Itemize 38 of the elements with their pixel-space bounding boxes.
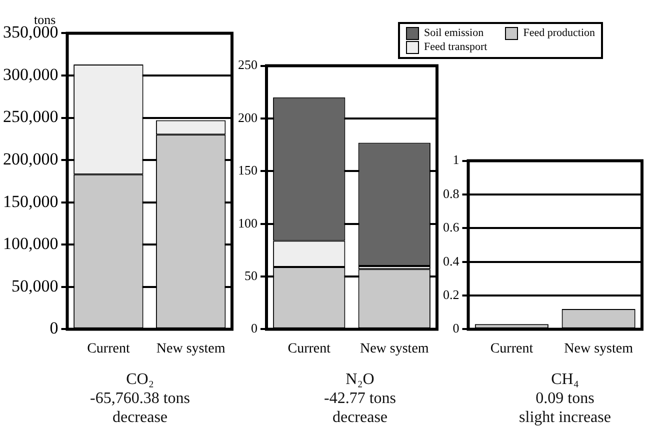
y-axis-title: tons bbox=[34, 12, 56, 27]
text: -42.77 tons bbox=[323, 389, 397, 408]
x-tick-label: Current bbox=[288, 341, 331, 356]
text: decrease bbox=[331, 408, 389, 427]
y-tick-label: 200 bbox=[238, 110, 258, 125]
x-tick-label: New system bbox=[156, 341, 226, 356]
y-tick-label: 1 bbox=[452, 152, 460, 168]
y-tick-label: 250 bbox=[238, 57, 258, 72]
y-tick-label: 150 bbox=[238, 162, 258, 178]
y-tick-label: 200,000 bbox=[3, 150, 58, 169]
x-tick-label: Current bbox=[87, 341, 130, 356]
y-tick-label: 150,000 bbox=[3, 192, 58, 211]
text: 0.09 tons bbox=[534, 389, 596, 408]
y-tick-label: 0.6 bbox=[443, 220, 460, 235]
y-tick-label: 0.4 bbox=[443, 253, 460, 268]
text: N₂O bbox=[344, 370, 376, 389]
text: decrease bbox=[111, 408, 169, 427]
legend-label: Feed transport bbox=[423, 41, 488, 54]
x-tick-label: Current bbox=[490, 341, 534, 356]
text: slight increase bbox=[518, 408, 612, 427]
y-tick-label: 0.2 bbox=[443, 286, 460, 302]
text: CO₂ bbox=[125, 370, 155, 389]
y-tick-label: 300,000 bbox=[3, 64, 58, 84]
y-tick-label: 0 bbox=[50, 318, 58, 338]
x-tick-label: New system bbox=[360, 341, 429, 356]
text: CH₄ bbox=[550, 370, 580, 389]
y-tick-label: 50 bbox=[244, 268, 258, 283]
x-tick-label: New system bbox=[564, 341, 634, 356]
y-tick-label: 0 bbox=[452, 320, 460, 336]
text: -65,760.38 tons bbox=[89, 389, 191, 408]
y-tick-label: 100 bbox=[238, 215, 258, 230]
y-tick-label: 0 bbox=[251, 320, 258, 336]
legend-label: Feed production bbox=[522, 27, 596, 40]
y-tick-label: 0.8 bbox=[443, 186, 460, 201]
y-tick-label: 50,000 bbox=[12, 276, 58, 296]
y-tick-label: 100,000 bbox=[3, 234, 58, 254]
legend-label: Soil emission bbox=[423, 27, 485, 40]
y-tick-label: 250,000 bbox=[3, 107, 58, 126]
